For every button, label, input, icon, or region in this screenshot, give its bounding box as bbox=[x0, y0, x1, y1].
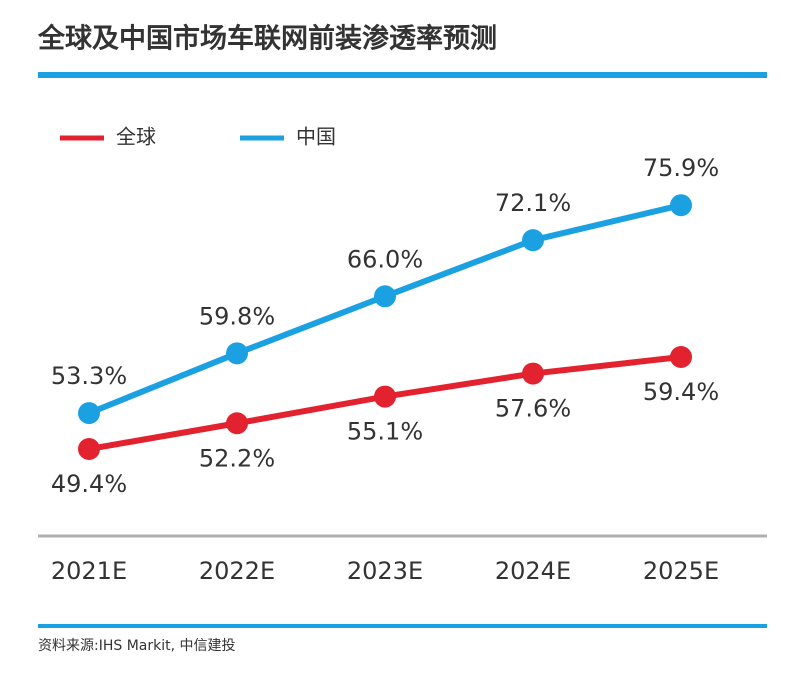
data-point bbox=[522, 229, 544, 252]
data-point bbox=[226, 412, 248, 435]
x-tick-label: 2023E bbox=[347, 557, 423, 585]
data-label: 72.1% bbox=[495, 189, 571, 217]
legend-label: 中国 bbox=[296, 125, 336, 149]
legend-label: 全球 bbox=[116, 125, 156, 149]
chart-title: 全球及中国市场车联网前装渗透率预测 bbox=[37, 23, 497, 55]
data-label: 75.9% bbox=[643, 154, 719, 182]
footer-rule bbox=[38, 624, 767, 628]
data-label: 57.6% bbox=[495, 395, 571, 423]
data-label: 66.0% bbox=[347, 245, 423, 273]
x-tick-label: 2022E bbox=[199, 557, 275, 585]
data-point bbox=[374, 285, 396, 308]
data-label: 49.4% bbox=[51, 470, 127, 498]
data-point bbox=[374, 385, 396, 408]
data-point bbox=[670, 346, 692, 369]
x-tick-label: 2021E bbox=[51, 557, 127, 585]
data-label: 59.4% bbox=[643, 378, 719, 406]
source: 资料来源:IHS Markit, 中信建投 bbox=[38, 638, 236, 654]
data-point bbox=[670, 194, 692, 217]
data-label: 52.2% bbox=[199, 444, 275, 472]
title-rule bbox=[38, 72, 767, 78]
data-label: 53.3% bbox=[51, 362, 127, 390]
x-tick-label: 2025E bbox=[643, 557, 719, 585]
data-point bbox=[78, 402, 100, 425]
data-point bbox=[226, 342, 248, 365]
data-label: 55.1% bbox=[347, 418, 423, 446]
series-line bbox=[87, 202, 682, 416]
data-label: 59.8% bbox=[199, 302, 275, 330]
data-point bbox=[78, 438, 100, 461]
data-point bbox=[522, 362, 544, 385]
x-tick-label: 2024E bbox=[495, 557, 571, 585]
